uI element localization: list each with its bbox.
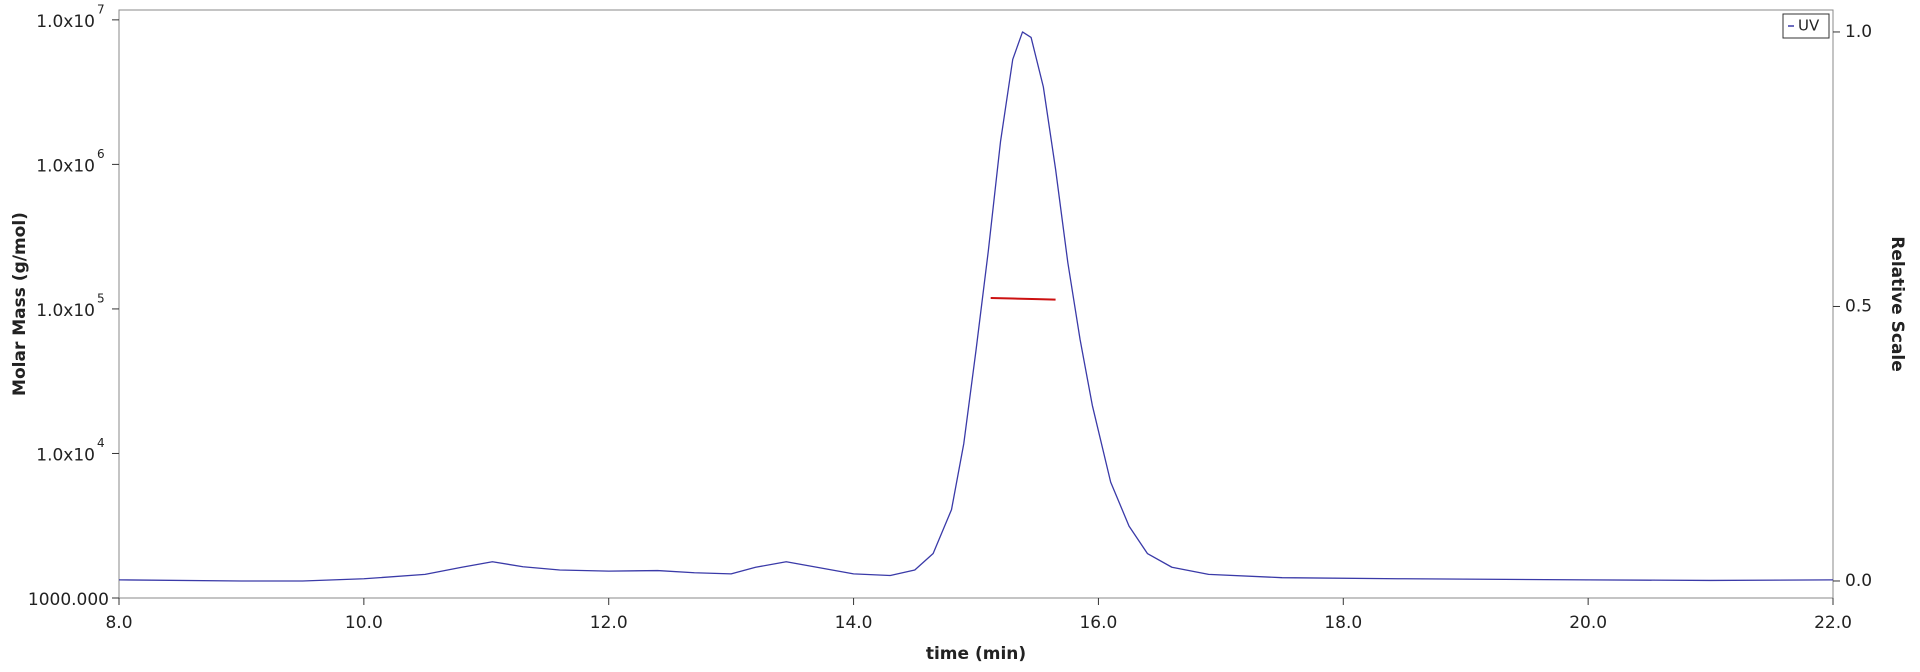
y-tick-exponent: 5	[97, 291, 105, 305]
legend-label: UV	[1798, 17, 1820, 35]
y-tick-label: 1.0x10	[36, 156, 95, 176]
y-tick-label: 1.0x10	[36, 445, 95, 465]
x-tick-label: 8.0	[105, 613, 132, 633]
x-tick-label: 22.0	[1814, 613, 1852, 633]
y2-axis-title: Relative Scale	[1887, 236, 1907, 372]
y2-tick-label: 0.5	[1845, 296, 1872, 316]
x-axis-title: time (min)	[926, 644, 1026, 664]
y-axis-title: Molar Mass (g/mol)	[10, 212, 30, 396]
plot-frame	[118, 9, 1834, 599]
y-tick-exponent: 6	[97, 147, 105, 161]
y-tick-exponent: 7	[97, 2, 105, 16]
y-tick-exponent: 4	[97, 436, 105, 450]
x-tick-label: 16.0	[1079, 613, 1117, 633]
series-line	[118, 31, 1834, 582]
y-tick-label: 1.0x10	[36, 301, 95, 321]
x-tick-label: 18.0	[1324, 613, 1362, 633]
x-tick-label: 10.0	[345, 613, 383, 633]
x-tick-label: 12.0	[590, 613, 628, 633]
y2-tick-label: 0.0	[1845, 571, 1872, 591]
series-line	[990, 297, 1056, 301]
y-tick-label: 1000.000	[28, 590, 109, 610]
x-tick-label: 20.0	[1569, 613, 1607, 633]
y2-tick-label: 1.0	[1845, 22, 1872, 42]
x-tick-label: 14.0	[835, 613, 873, 633]
y-tick-label: 1.0x10	[36, 12, 95, 32]
